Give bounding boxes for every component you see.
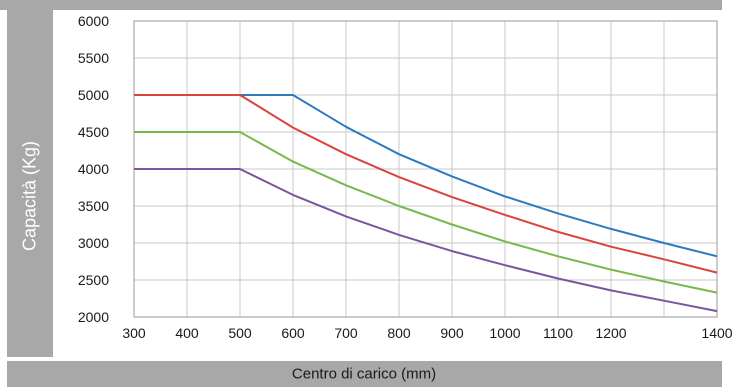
x-tick-label: 1100 [543,325,573,341]
x-tick-label: 500 [228,325,252,341]
x-tick-label: 1000 [489,325,520,341]
x-tick-labels: 300 400 500 600 700 800 900 1000 1100 1200 1400 [122,325,732,341]
x-tick-label: 600 [281,325,305,341]
y-tick-label: 2000 [78,309,109,325]
x-tick-label: 800 [387,325,411,341]
y-tick-label: 5000 [78,87,109,103]
y-tick-label: 3500 [78,198,109,214]
grid [133,20,718,318]
x-axis-label-bar [7,361,722,387]
series-line-3 [134,131,718,294]
x-axis-label: Centro di carico (mm) [291,365,437,383]
series-line-2 [134,94,718,274]
y-tick-labels: 2000 2500 3000 3500 4000 4500 5000 5500 6000 [78,13,109,325]
y-tick-label: 2500 [78,272,109,288]
y-tick-label: 4500 [78,124,109,140]
x-tick-label: 1400 [701,325,732,341]
y-axis-label-panel [7,10,53,357]
series-line-4 [134,168,718,313]
x-tick-label: 1200 [595,325,626,341]
y-tick-label: 5500 [78,50,109,66]
y-tick-label: 6000 [78,13,109,29]
series-line-1 [134,94,718,258]
x-tick-label: 400 [175,325,199,341]
y-tick-label: 4000 [78,161,109,177]
x-tick-label: 300 [122,325,146,341]
series-lines [134,94,718,313]
x-tick-label: 900 [440,325,464,341]
top-band [0,0,722,10]
x-tick-label: 700 [334,325,358,341]
y-tick-label: 3000 [78,235,109,251]
